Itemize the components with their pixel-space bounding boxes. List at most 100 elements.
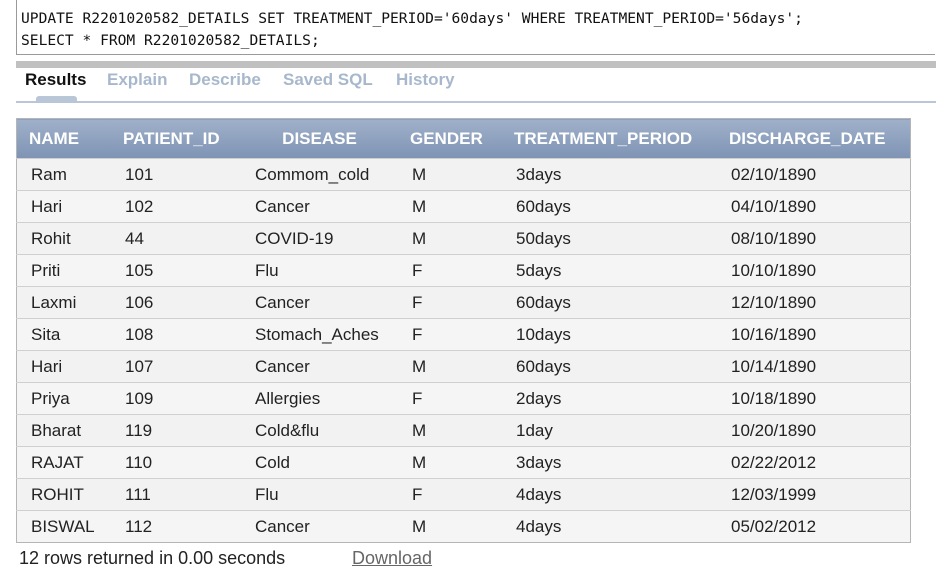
table-cell: Cancer — [241, 190, 398, 223]
tab-underline — [16, 101, 936, 103]
table-cell: F — [398, 286, 502, 319]
table-cell: M — [398, 158, 502, 191]
table-cell: 108 — [111, 318, 241, 351]
results-table: NAME PATIENT_ID DISEASE GENDER TREATMENT… — [16, 118, 911, 543]
table-cell: Bharat — [16, 414, 111, 447]
table-row: Ram 101 Commom_cold M 3days 02/10/1890 — [16, 158, 911, 191]
table-cell: Cold — [241, 446, 398, 479]
table-cell: 05/02/2012 — [717, 510, 911, 543]
table-cell: 02/10/1890 — [717, 158, 911, 191]
table-cell: Hari — [16, 350, 111, 383]
table-cell: Flu — [241, 478, 398, 511]
table-cell: 5days — [502, 254, 717, 287]
table-cell: M — [398, 446, 502, 479]
table-cell: M — [398, 190, 502, 223]
table-cell: Allergies — [241, 382, 398, 415]
table-cell: 2days — [502, 382, 717, 415]
table-cell: Priti — [16, 254, 111, 287]
table-cell: 10/14/1890 — [717, 350, 911, 383]
column-header-patient-id: PATIENT_ID — [111, 118, 241, 159]
table-row: Hari 107 Cancer M 60days 10/14/1890 — [16, 350, 911, 383]
tab-explain[interactable]: Explain — [107, 70, 168, 89]
sql-editor[interactable]: UPDATE R2201020582_DETAILS SET TREATMENT… — [16, 0, 935, 55]
table-cell: M — [398, 414, 502, 447]
table-cell: 102 — [111, 190, 241, 223]
table-cell: Cancer — [241, 286, 398, 319]
table-cell: 10/18/1890 — [717, 382, 911, 415]
table-cell: M — [398, 222, 502, 255]
table-cell: Cancer — [241, 510, 398, 543]
table-cell: 60days — [502, 190, 717, 223]
table-cell: 3days — [502, 158, 717, 191]
table-cell: Ram — [16, 158, 111, 191]
table-cell: 101 — [111, 158, 241, 191]
table-cell: Priya — [16, 382, 111, 415]
table-row: Bharat 119 Cold&flu M 1day 10/20/1890 — [16, 414, 911, 447]
table-cell: Hari — [16, 190, 111, 223]
table-cell: 10/20/1890 — [717, 414, 911, 447]
table-cell: 60days — [502, 286, 717, 319]
table-cell: F — [398, 478, 502, 511]
table-cell: 4days — [502, 510, 717, 543]
table-cell: BISWAL — [16, 510, 111, 543]
table-cell: 04/10/1890 — [717, 190, 911, 223]
table-cell: 111 — [111, 478, 241, 511]
table-row: Hari 102 Cancer M 60days 04/10/1890 — [16, 190, 911, 223]
sql-line-1[interactable]: UPDATE R2201020582_DETAILS SET TREATMENT… — [21, 10, 803, 27]
column-header-gender: GENDER — [398, 118, 502, 159]
table-cell: 12/03/1999 — [717, 478, 911, 511]
table-cell: 106 — [111, 286, 241, 319]
table-cell: 50days — [502, 222, 717, 255]
table-cell: M — [398, 350, 502, 383]
table-header-row: NAME PATIENT_ID DISEASE GENDER TREATMENT… — [16, 118, 911, 159]
table-cell: Cold&flu — [241, 414, 398, 447]
table-cell: F — [398, 318, 502, 351]
table-cell: 107 — [111, 350, 241, 383]
table-row: RAJAT 110 Cold M 3days 02/22/2012 — [16, 446, 911, 479]
table-cell: Cancer — [241, 350, 398, 383]
table-cell: 10days — [502, 318, 717, 351]
column-header-name: NAME — [16, 118, 111, 159]
tab-describe[interactable]: Describe — [189, 70, 261, 89]
column-header-discharge-date: DISCHARGE_DATE — [717, 118, 911, 159]
table-row: Laxmi 106 Cancer F 60days 12/10/1890 — [16, 286, 911, 319]
table-cell: ROHIT — [16, 478, 111, 511]
result-tabs: Results Explain Describe Saved SQL Histo… — [16, 66, 936, 106]
tab-results[interactable]: Results — [25, 70, 87, 89]
table-cell: 12/10/1890 — [717, 286, 911, 319]
table-cell: 08/10/1890 — [717, 222, 911, 255]
table-row: ROHIT 111 Flu F 4days 12/03/1999 — [16, 478, 911, 511]
table-body: Ram 101 Commom_cold M 3days 02/10/1890 Hari 102… — [16, 158, 911, 543]
table-cell: M — [398, 510, 502, 543]
table-cell: 60days — [502, 350, 717, 383]
table-cell: Sita — [16, 318, 111, 351]
table-cell: Commom_cold — [241, 158, 398, 191]
table-row: Priya 109 Allergies F 2days 10/18/1890 — [16, 382, 911, 415]
table-row: Sita 108 Stomach_Aches F 10days 10/16/1890 — [16, 318, 911, 351]
tab-saved-sql[interactable]: Saved SQL — [283, 70, 373, 89]
table-cell: 109 — [111, 382, 241, 415]
table-row: Priti 105 Flu F 5days 10/10/1890 — [16, 254, 911, 287]
table-cell: RAJAT — [16, 446, 111, 479]
table-cell: 02/22/2012 — [717, 446, 911, 479]
row-count-status: 12 rows returned in 0.00 seconds — [19, 548, 286, 568]
table-cell: 1day — [502, 414, 717, 447]
table-cell: F — [398, 254, 502, 287]
download-link[interactable]: Download — [352, 548, 433, 568]
table-cell: 10/16/1890 — [717, 318, 911, 351]
table-cell: F — [398, 382, 502, 415]
toolbar-divider — [16, 61, 936, 68]
table-cell: 119 — [111, 414, 241, 447]
table-cell: Flu — [241, 254, 398, 287]
table-cell: 44 — [111, 222, 241, 255]
column-header-disease: DISEASE — [241, 118, 398, 159]
table-cell: 10/10/1890 — [717, 254, 911, 287]
sql-line-2[interactable]: SELECT * FROM R2201020582_DETAILS; — [21, 32, 320, 49]
table-cell: COVID-19 — [241, 222, 398, 255]
table-cell: 4days — [502, 478, 717, 511]
table-cell: Laxmi — [16, 286, 111, 319]
table-cell: Rohit — [16, 222, 111, 255]
table-row: BISWAL 112 Cancer M 4days 05/02/2012 — [16, 510, 911, 543]
column-header-treatment-period: TREATMENT_PERIOD — [502, 118, 717, 159]
tab-history[interactable]: History — [396, 70, 455, 89]
